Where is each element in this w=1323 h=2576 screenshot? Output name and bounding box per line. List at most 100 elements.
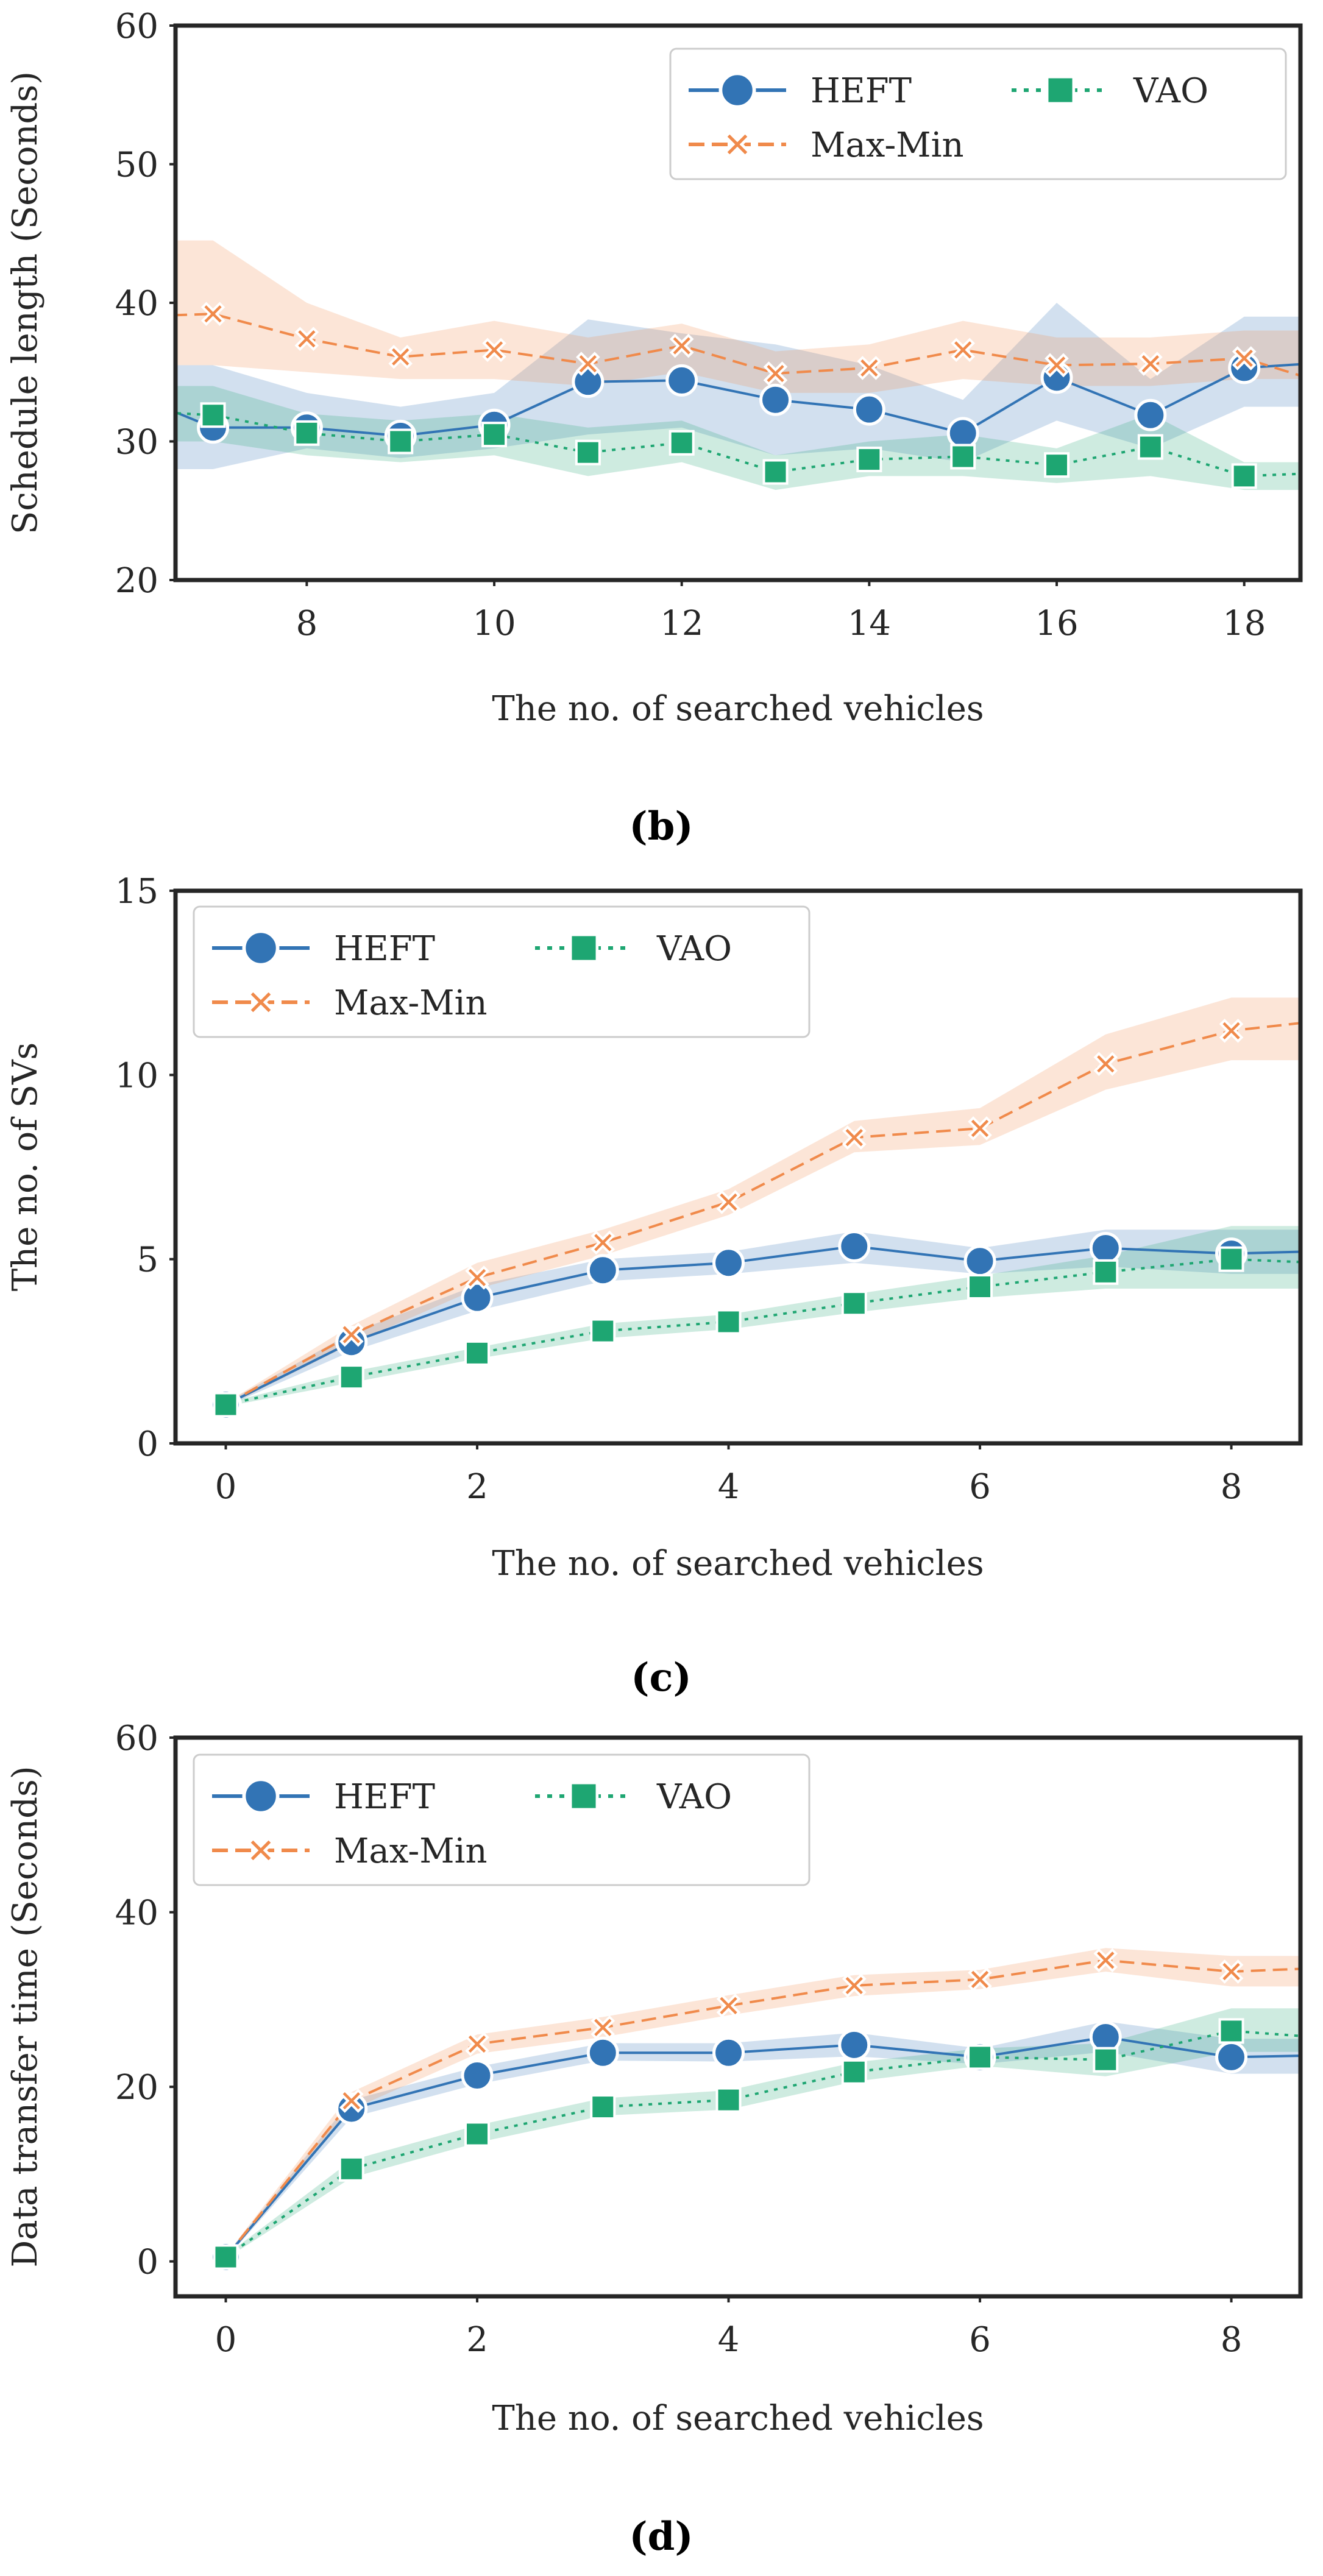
data-point-vao bbox=[967, 1274, 993, 1300]
x-tick-label: 10 bbox=[472, 604, 516, 643]
data-point-max-min bbox=[716, 1994, 741, 2018]
data-point-heft bbox=[946, 417, 979, 450]
y-axis-label: Data transfer time (Seconds) bbox=[5, 1766, 45, 2267]
confidence-band-heft bbox=[225, 1230, 1300, 1407]
data-point-vao bbox=[1218, 2018, 1244, 2044]
data-point-vao bbox=[1218, 1246, 1244, 1272]
confidence-band-max-min bbox=[225, 997, 1300, 1407]
data-point-vao bbox=[590, 2094, 616, 2120]
x-tick-label: 0 bbox=[215, 1467, 237, 1507]
legend-label-heft: HEFT bbox=[334, 1777, 435, 1817]
legend-label-vao: VAO bbox=[656, 1777, 732, 1817]
legend-box bbox=[669, 48, 1287, 180]
data-point-max-min bbox=[968, 1116, 992, 1141]
legend-label-heft: HEFT bbox=[334, 929, 435, 969]
data-point-max-min bbox=[716, 1190, 741, 1214]
plot-frame bbox=[173, 888, 1303, 1446]
confidence-band-vao bbox=[225, 1226, 1300, 1407]
data-point-vao bbox=[669, 430, 695, 456]
data-point-max-min bbox=[857, 356, 882, 380]
panel-caption: (d) bbox=[629, 2514, 693, 2560]
data-point-max-min bbox=[1045, 353, 1069, 378]
data-point-heft bbox=[665, 364, 698, 397]
data-point-heft bbox=[335, 1326, 368, 1359]
data-point-heft bbox=[712, 1247, 745, 1279]
data-point-max-min bbox=[1093, 1948, 1118, 1973]
y-tick-label: 0 bbox=[137, 2243, 158, 2282]
x-tick-label: 2 bbox=[466, 1467, 488, 1507]
panel-caption: (c) bbox=[631, 1655, 692, 1700]
y-tick-label: 20 bbox=[115, 561, 158, 601]
series-line-max-min bbox=[225, 1022, 1300, 1406]
y-tick-label: 40 bbox=[115, 1894, 158, 1933]
data-point-heft bbox=[759, 383, 792, 416]
data-point-vao bbox=[338, 2156, 364, 2182]
data-point-vao bbox=[464, 1340, 491, 1366]
data-point-max-min bbox=[200, 302, 225, 327]
legend-marker-vao bbox=[569, 1781, 599, 1811]
legend-label-max-min: Max-Min bbox=[334, 1831, 488, 1871]
data-point-vao bbox=[1231, 463, 1257, 489]
data-point-heft bbox=[853, 393, 885, 426]
data-point-vao bbox=[200, 402, 226, 428]
x-tick-label: 8 bbox=[1221, 2320, 1243, 2360]
legend-box bbox=[193, 1753, 810, 1886]
data-point-heft bbox=[461, 2059, 494, 2092]
data-point-heft bbox=[963, 1245, 996, 1278]
x-tick-label: 14 bbox=[848, 604, 891, 643]
data-point-max-min bbox=[591, 2015, 615, 2040]
data-point-max-min bbox=[968, 1967, 992, 1992]
data-point-max-min bbox=[1232, 346, 1257, 370]
data-point-max-min bbox=[482, 338, 506, 363]
data-point-max-min bbox=[388, 344, 413, 369]
data-point-max-min bbox=[465, 2032, 489, 2056]
x-tick-label: 6 bbox=[969, 1467, 991, 1507]
legend-marker-vao bbox=[1045, 75, 1076, 105]
x-axis-label: The no. of searched vehicles bbox=[492, 689, 984, 729]
y-tick-label: 10 bbox=[115, 1056, 158, 1095]
data-point-heft bbox=[838, 1230, 871, 1263]
data-point-vao bbox=[590, 1318, 616, 1344]
x-tick-label: 18 bbox=[1222, 604, 1266, 643]
data-point-max-min bbox=[591, 1230, 615, 1255]
data-point-vao bbox=[338, 1364, 364, 1390]
data-point-max-min bbox=[1219, 1959, 1244, 1984]
legend-label-max-min: Max-Min bbox=[810, 126, 964, 165]
data-point-heft bbox=[586, 2036, 619, 2069]
series-line-heft bbox=[225, 1245, 1300, 1406]
confidence-band-max-min bbox=[225, 1948, 1300, 2259]
data-point-max-min bbox=[669, 333, 694, 358]
x-tick-label: 16 bbox=[1035, 604, 1078, 643]
data-point-vao bbox=[762, 459, 789, 485]
y-axis-label: The no. of SVs bbox=[5, 1042, 45, 1292]
data-point-vao bbox=[464, 2121, 491, 2147]
data-point-max-min bbox=[339, 2089, 364, 2113]
y-axis-label: Schedule length (Seconds) bbox=[5, 71, 45, 534]
legend-marker-max-min bbox=[247, 988, 275, 1016]
data-point-vao bbox=[213, 2244, 239, 2270]
y-tick-label: 30 bbox=[115, 423, 158, 462]
data-point-vao bbox=[856, 447, 882, 473]
series-line-max-min bbox=[176, 313, 1300, 377]
data-point-heft bbox=[461, 1281, 494, 1314]
confidence-band-max-min bbox=[176, 240, 1300, 393]
legend-label-heft: HEFT bbox=[810, 71, 912, 111]
series-line-heft bbox=[224, 2036, 1300, 2258]
data-point-vao bbox=[967, 2044, 993, 2070]
legend-label-max-min: Max-Min bbox=[334, 983, 488, 1023]
y-tick-label: 0 bbox=[137, 1424, 158, 1464]
data-point-max-min bbox=[294, 327, 319, 351]
legend-label-vao: VAO bbox=[656, 929, 732, 969]
data-point-max-min bbox=[842, 1125, 867, 1150]
chart-panel-d: 0 2 4 6 8 0 20 40 60 HEFT Max-Min VAO The no. of s… bbox=[5, 1719, 1303, 2560]
x-tick-label: 4 bbox=[718, 2320, 740, 2360]
data-point-heft bbox=[1134, 398, 1167, 431]
data-point-heft bbox=[335, 2092, 368, 2125]
data-point-heft bbox=[1089, 1232, 1122, 1265]
confidence-band-vao bbox=[225, 2008, 1300, 2259]
legend-marker-heft bbox=[242, 929, 280, 967]
y-tick-label: 5 bbox=[137, 1240, 158, 1280]
data-point-max-min bbox=[842, 1973, 867, 1998]
data-point-vao bbox=[950, 444, 976, 470]
